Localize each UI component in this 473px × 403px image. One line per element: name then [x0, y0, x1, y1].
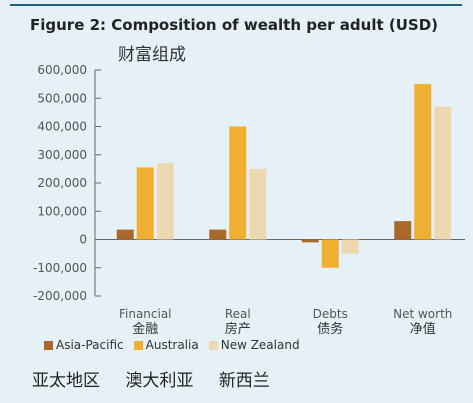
- x-category-label: Real: [225, 307, 251, 321]
- y-tick-label: 400,000: [37, 120, 87, 134]
- x-category-label-cn: 债务: [317, 321, 343, 337]
- bar-real-asia-pacific: [209, 229, 227, 240]
- legend-item-asia-pacific: Asia-Pacific: [44, 338, 124, 352]
- x-category-label: Debts: [313, 307, 348, 321]
- bar-real-new-zealand: [249, 168, 267, 240]
- chart-subtitle: 财富组成: [118, 45, 186, 65]
- bar-debts-asia-pacific: [301, 239, 319, 243]
- y-tick-label: 500,000: [37, 91, 87, 105]
- legend-label-asia-pacific: Asia-Pacific: [56, 338, 124, 352]
- legend-item-australia: Australia: [133, 338, 199, 352]
- legend-cn: 亚太地区 澳大利亚 新西兰: [32, 366, 290, 391]
- bar-real-australia: [229, 126, 247, 240]
- bar-net-worth-australia: [414, 84, 432, 240]
- y-tick-label: -100,000: [33, 261, 87, 275]
- bar-net-worth-asia-pacific: [394, 221, 412, 240]
- x-category-label-cn: 房产: [225, 321, 251, 337]
- y-tick-label: 0: [79, 233, 87, 247]
- bar-net-worth-new-zealand: [434, 106, 452, 240]
- bar-debts-new-zealand: [341, 239, 359, 254]
- legend-swatch-new-zealand: [208, 340, 218, 350]
- y-tick-label: 600,000: [37, 63, 87, 77]
- legend-cn-new-zealand: 新西兰: [218, 371, 270, 391]
- legend-swatch-australia: [133, 340, 143, 350]
- y-tick-label: 100,000: [37, 204, 87, 218]
- legend-item-new-zealand: New Zealand: [208, 338, 300, 352]
- x-category-label-cn: 金融: [132, 321, 158, 337]
- y-tick-label: -200,000: [33, 289, 87, 303]
- legend-cn-asia-pacific: 亚太地区: [32, 371, 100, 391]
- bar-financial-new-zealand: [156, 163, 174, 240]
- y-tick-label: 300,000: [37, 148, 87, 162]
- x-category-label: Net worth: [393, 307, 452, 321]
- bar-debts-australia: [321, 239, 339, 268]
- y-tick-label: 200,000: [37, 176, 87, 190]
- x-category-label: Financial: [119, 307, 172, 321]
- chart-title: Figure 2: Composition of wealth per adul…: [30, 16, 438, 34]
- legend: Asia-Pacific Australia New Zealand: [44, 338, 300, 352]
- top-rule: [10, 4, 462, 6]
- legend-cn-australia: 澳大利亚: [125, 371, 194, 391]
- legend-label-new-zealand: New Zealand: [220, 338, 300, 352]
- x-category-label-cn: 净值: [410, 321, 436, 337]
- bar-financial-australia: [136, 167, 154, 240]
- bar-financial-asia-pacific: [116, 229, 134, 240]
- legend-label-australia: Australia: [145, 338, 199, 352]
- bar-chart: -200,000 -100,000 0 100,000 200,000 300,000 40…: [33, 63, 465, 337]
- legend-swatch-asia-pacific: [44, 340, 53, 350]
